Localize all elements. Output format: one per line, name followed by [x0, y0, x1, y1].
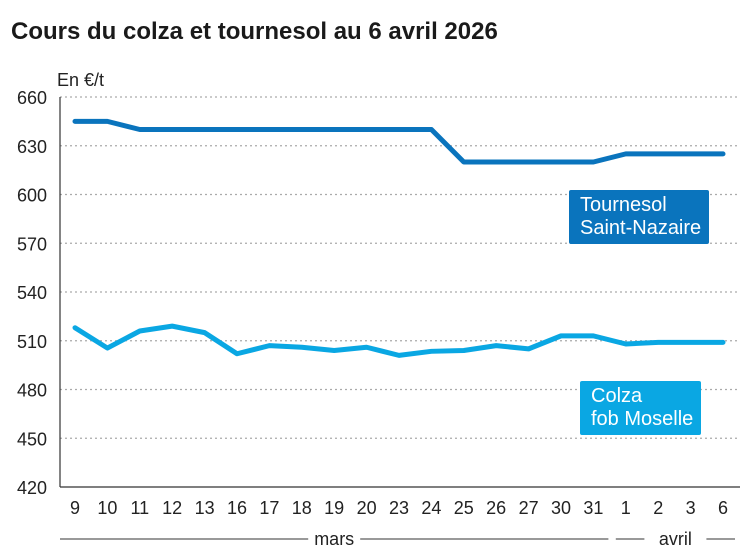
legend-colza: Colza fob Moselle [580, 381, 702, 435]
legend-label-line: Tournesol [580, 194, 667, 216]
x-tick-label: 9 [70, 498, 80, 518]
y-tick-label: 660 [17, 88, 47, 108]
x-tick-label: 19 [324, 498, 344, 518]
y-tick-label: 630 [17, 137, 47, 157]
x-tick-label: 25 [454, 498, 474, 518]
legend-label-line: Colza [591, 385, 643, 407]
x-tick-label: 3 [686, 498, 696, 518]
y-tick-label: 600 [17, 186, 47, 206]
series-line-0 [72, 118, 726, 165]
x-tick-label: 31 [583, 498, 603, 518]
x-tick-label: 18 [292, 498, 312, 518]
x-tick-label: 11 [130, 498, 149, 518]
x-tick-label: 10 [97, 498, 117, 518]
x-tick-label: 2 [653, 498, 663, 518]
x-tick-label: 1 [621, 498, 631, 518]
x-tick-label: 13 [195, 498, 215, 518]
month-label: mars [314, 529, 354, 549]
y-tick-label: 450 [17, 429, 47, 449]
y-tick-label: 510 [17, 332, 47, 352]
x-tick-label: 26 [486, 498, 506, 518]
legend-label-line: fob Moselle [591, 408, 694, 430]
x-tick-label: 17 [259, 498, 279, 518]
x-tick-label: 24 [421, 498, 441, 518]
x-tick-label: 12 [162, 498, 182, 518]
y-axis-label: En €/t [57, 70, 104, 90]
x-tick-label: 23 [389, 498, 409, 518]
y-tick-label: 570 [17, 234, 47, 254]
chart-title: Cours du colza et tournesol au 6 avril 2… [11, 18, 498, 45]
y-tick-label: 480 [17, 381, 47, 401]
y-tick-label: 420 [17, 478, 47, 498]
x-tick-label: 30 [551, 498, 571, 518]
legend-tournesol: Tournesol Saint-Nazaire [569, 190, 710, 244]
x-tick-label: 27 [519, 498, 539, 518]
x-tick-label: 6 [718, 498, 728, 518]
month-label: avril [659, 529, 692, 549]
x-tick-label: 16 [227, 498, 247, 518]
y-tick-label: 540 [17, 283, 47, 303]
legend-label-line: Saint-Nazaire [580, 217, 702, 239]
x-tick-label: 20 [357, 498, 377, 518]
